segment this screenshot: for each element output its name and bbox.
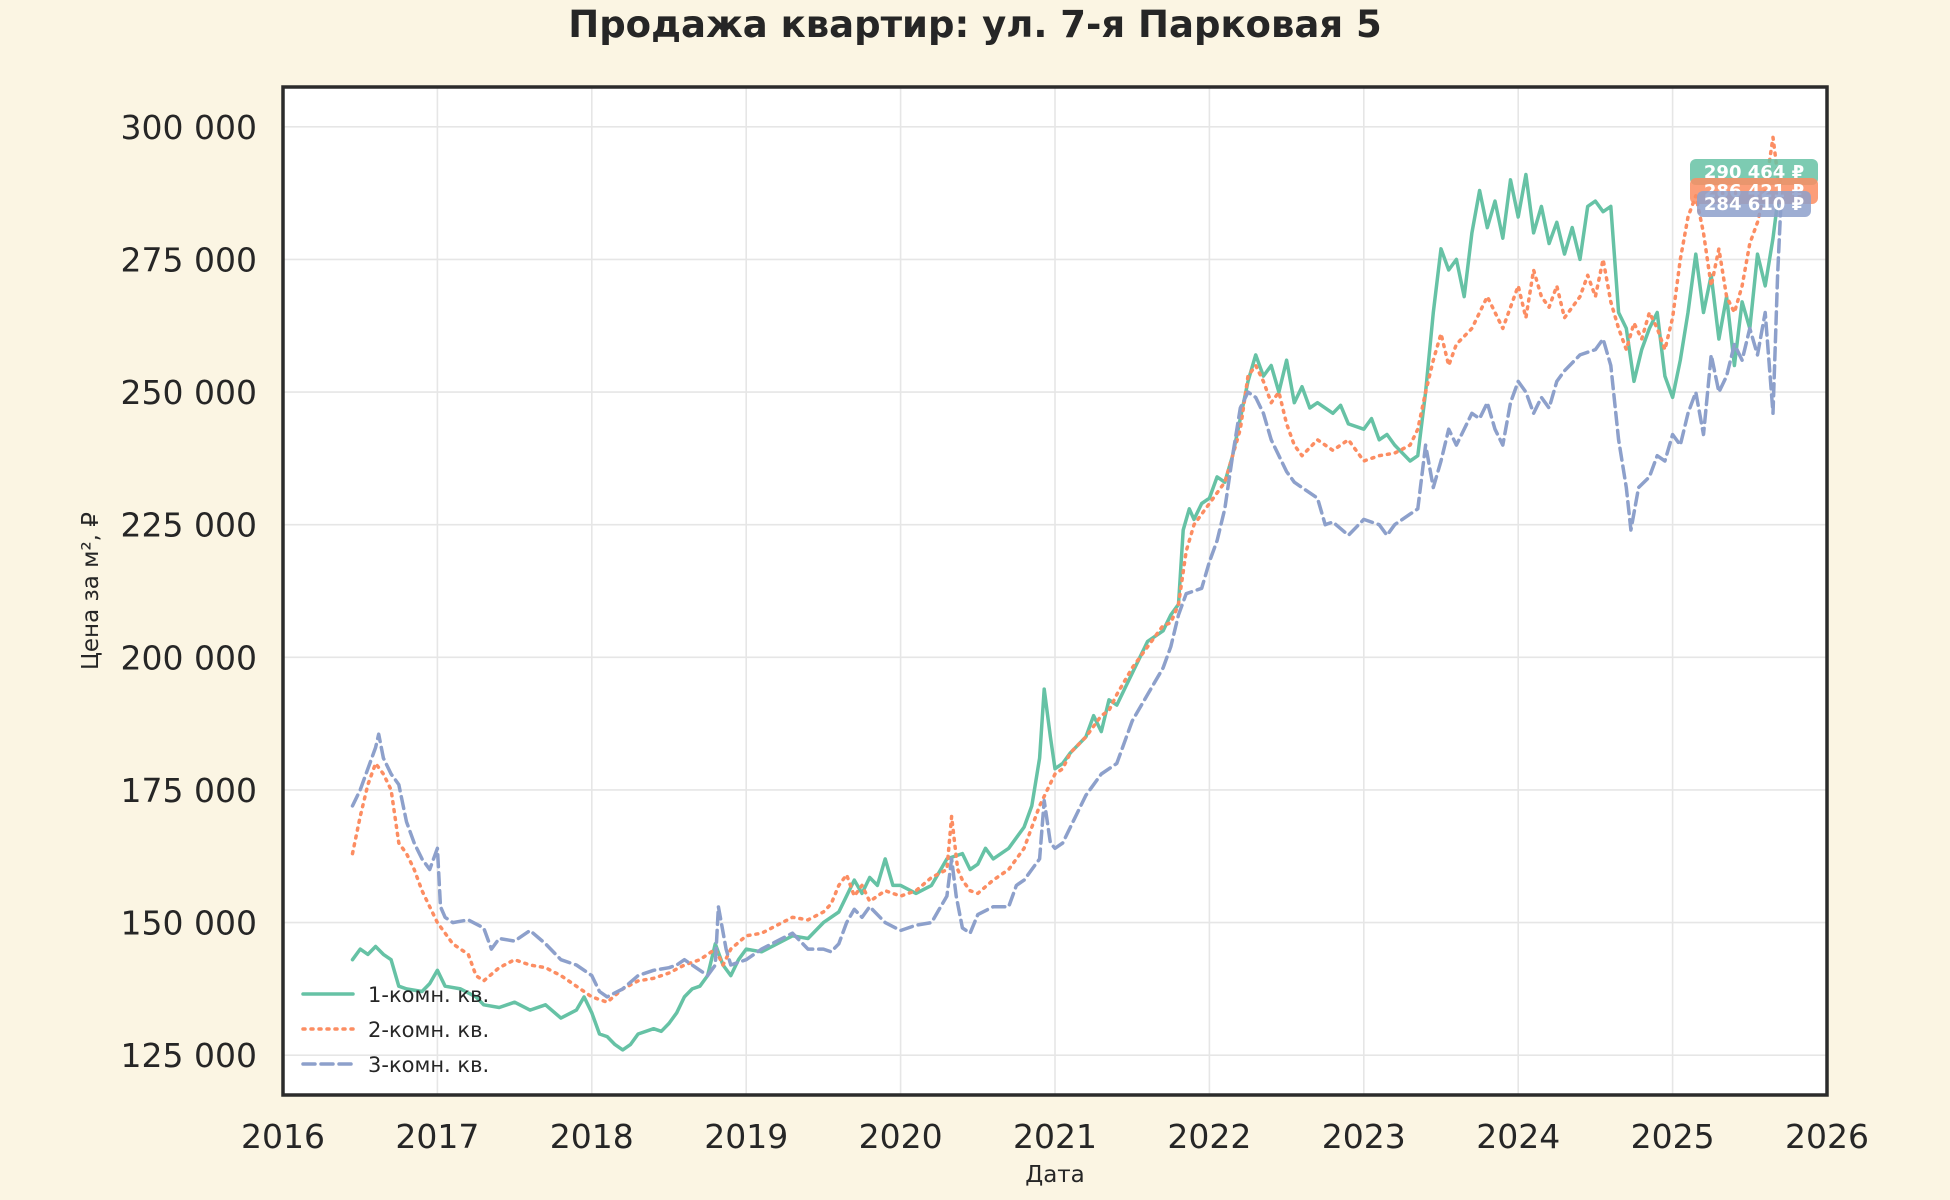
- last-value-label-3: 284 610 ₽: [1704, 194, 1804, 215]
- y-tick-label: 250 000: [121, 373, 257, 412]
- y-tick-label: 175 000: [121, 771, 257, 810]
- last-value-badge-3: [1697, 191, 1811, 217]
- x-tick-label: 2017: [395, 1117, 479, 1156]
- y-tick-label: 200 000: [121, 638, 257, 677]
- legend-label-1: 1-комн. кв.: [368, 983, 489, 1007]
- y-tick-label: 125 000: [121, 1036, 257, 1075]
- chart-title: Продажа квартир: ул. 7-я Парковая 5: [568, 3, 1382, 46]
- legend-label-2: 2-комн. кв.: [368, 1018, 489, 1042]
- x-tick-label: 2026: [1785, 1117, 1869, 1156]
- plot-frame: [281, 85, 1829, 1097]
- x-axis-ticks: 2016 2017 2018 2019 2020 2021 2022 2023 2024 2025…: [241, 1117, 1869, 1156]
- x-tick-label: 2021: [1013, 1117, 1097, 1156]
- series-line-2: [350, 135, 1783, 1004]
- y-tick-label: 150 000: [121, 904, 257, 943]
- x-tick-label: 2022: [1167, 1117, 1251, 1156]
- y-tick-label: 225 000: [121, 506, 257, 545]
- series-layer: [350, 135, 1783, 1052]
- series-line-1: [350, 172, 1783, 1052]
- x-tick-label: 2024: [1476, 1117, 1560, 1156]
- x-tick-label: 2025: [1631, 1117, 1715, 1156]
- series-line-3: [350, 206, 1783, 999]
- x-axis-label: Дата: [1025, 1162, 1085, 1188]
- legend-label-3: 3-комн. кв.: [368, 1053, 489, 1077]
- y-axis-ticks: 125 000 150 000 175 000 200 000 225 000 250 0…: [121, 108, 257, 1075]
- x-tick-label: 2018: [550, 1117, 634, 1156]
- last-value-badges: 290 464 ₽286 421 ₽284 610 ₽: [1690, 159, 1818, 217]
- y-tick-label: 300 000: [121, 108, 257, 147]
- last-value-label-1: 290 464 ₽: [1704, 162, 1804, 183]
- x-tick-label: 2019: [704, 1117, 788, 1156]
- y-axis-label: Цена за м², ₽: [78, 512, 104, 670]
- y-tick-label: 275 000: [121, 240, 257, 279]
- legend: 1-комн. кв. 2-комн. кв. 3-комн. кв.: [301, 983, 489, 1077]
- x-tick-label: 2020: [859, 1117, 943, 1156]
- x-tick-label: 2023: [1322, 1117, 1406, 1156]
- x-tick-label: 2016: [241, 1117, 325, 1156]
